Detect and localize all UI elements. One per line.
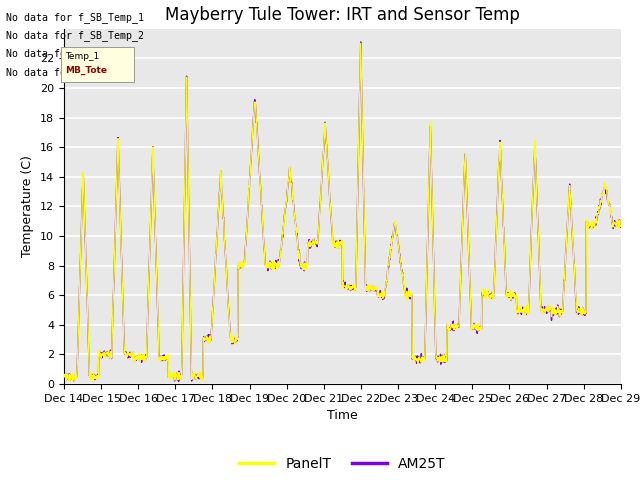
Text: MB_Tote: MB_Tote: [65, 66, 107, 75]
Text: No data for f_Temp_2: No data for f_Temp_2: [6, 67, 127, 78]
Y-axis label: Temperature (C): Temperature (C): [22, 156, 35, 257]
Text: No data for f_Temp_1: No data for f_Temp_1: [6, 48, 127, 60]
Text: No data for f_SB_Temp_1: No data for f_SB_Temp_1: [6, 12, 145, 23]
Title: Mayberry Tule Tower: IRT and Sensor Temp: Mayberry Tule Tower: IRT and Sensor Temp: [165, 6, 520, 24]
X-axis label: Time: Time: [327, 409, 358, 422]
Text: Temp_1: Temp_1: [65, 52, 99, 61]
Legend: PanelT, AM25T: PanelT, AM25T: [234, 451, 451, 477]
Text: No data for f_SB_Temp_2: No data for f_SB_Temp_2: [6, 30, 145, 41]
